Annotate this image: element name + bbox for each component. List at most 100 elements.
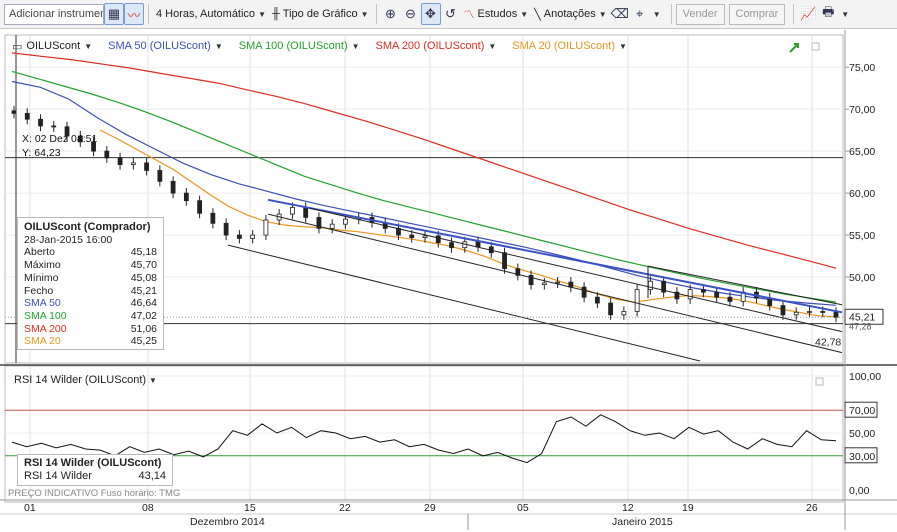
legend-instrument-icon: ▭ xyxy=(12,40,23,53)
chart-type-dropdown[interactable]: ╫ Tipo de Gráfico ▼ xyxy=(269,3,372,25)
sma100-line xyxy=(11,70,837,303)
chevron-down-icon[interactable]: ▼ xyxy=(652,9,661,19)
candle-body xyxy=(117,157,123,165)
interval-dropdown[interactable]: 4 Horas, Automático ▼ xyxy=(153,3,269,25)
toolbar-separator xyxy=(670,4,672,24)
trendline-blue xyxy=(267,198,843,314)
sell-button[interactable]: Vender xyxy=(675,3,725,25)
row-label: Mínimo xyxy=(24,271,59,284)
chevron-down-icon[interactable]: ▼ xyxy=(488,41,497,51)
buy-button[interactable]: Comprar xyxy=(728,3,786,25)
data-row-sma20: SMA 20 45,25 xyxy=(24,335,157,348)
chart-type-label: Tipo de Gráfico xyxy=(282,8,358,20)
grid-icon[interactable]: ▦ xyxy=(104,3,124,25)
candle-body xyxy=(807,311,812,313)
channel-line xyxy=(267,213,843,354)
candle-body xyxy=(475,241,481,248)
rsi-line xyxy=(11,414,837,464)
annotations-label: Anotações xyxy=(543,8,596,20)
candle-body xyxy=(210,212,216,224)
row-label: Fecho xyxy=(24,284,54,297)
pan-icon[interactable]: ✥ xyxy=(420,3,441,25)
chevron-down-icon[interactable]: ▼ xyxy=(84,41,93,51)
candle-body xyxy=(621,311,627,316)
candle-body xyxy=(581,286,587,298)
data-row-low: Mínimo 45,08 xyxy=(24,272,157,285)
zoom-out-icon[interactable]: ⊖ xyxy=(405,6,416,21)
chevron-down-icon: ▼ xyxy=(520,9,529,19)
data-row-high: Máximo 45,70 xyxy=(24,259,157,272)
toolbar-separator xyxy=(793,4,795,24)
candle-body xyxy=(290,206,295,215)
month-label-january: Janeiro 2015 xyxy=(612,516,673,528)
candle-body xyxy=(687,289,693,300)
candle-body xyxy=(303,206,309,218)
chart-settings-icon[interactable]: 📈 xyxy=(800,6,817,21)
legend-sma50[interactable]: SMA 50 (OILUScont) xyxy=(108,40,211,52)
annotations-dropdown[interactable]: ╲ Anotações ▼ xyxy=(531,3,610,25)
candle-body xyxy=(833,311,839,318)
instrument-search-input[interactable]: Adicionar instrumento xyxy=(4,3,104,25)
price-axis-label: 70,00 xyxy=(849,104,875,116)
indicative-price-note: PREÇO INDICATIVO Fuso horário: TMG xyxy=(8,488,181,499)
time-axis-day-label: 26 xyxy=(806,502,818,514)
row-label: SMA 100 xyxy=(24,309,67,322)
studies-dropdown[interactable]: 〽 Estudos ▼ xyxy=(461,3,532,25)
studies-label: Estudos xyxy=(477,8,518,20)
candle-body xyxy=(674,291,680,300)
rsi-box-title: RSI 14 Wilder (OILUScont) xyxy=(24,457,162,469)
candle-body xyxy=(316,217,322,229)
chart-area[interactable]: 01 08 15 22 29 05 12 19 26 Dezembro 2014 Janeiro 2… xyxy=(0,30,897,532)
eraser-icon[interactable]: ⌫ xyxy=(610,6,629,21)
row-value: 45,08 xyxy=(130,271,157,284)
candle-body xyxy=(422,235,428,238)
candle-body xyxy=(236,234,242,239)
chevron-down-icon[interactable]: ▼ xyxy=(619,41,627,51)
toolbar-separator xyxy=(148,4,149,24)
month-label-december: Dezembro 2014 xyxy=(190,516,265,528)
rsi-level-70-box xyxy=(844,401,878,418)
price-axis-label: 65,00 xyxy=(849,146,875,158)
candle-body xyxy=(91,141,96,152)
rsi-level-70-label: 70,00 xyxy=(849,405,875,417)
rsi-legend[interactable]: RSI 14 Wilder (OILUScont) ▼ xyxy=(14,374,157,386)
main-toolbar: Adicionar instrumento ▦ 〰 4 Horas, Autom… xyxy=(0,0,897,29)
chevron-down-icon[interactable]: ▼ xyxy=(841,9,850,19)
candle-body xyxy=(502,252,507,270)
legend-sma20[interactable]: SMA 20 (OILUScont) xyxy=(512,40,615,52)
zoom-in-icon[interactable]: ⊕ xyxy=(385,6,396,21)
candle-body xyxy=(104,150,110,159)
partial-price-label: 47,28 xyxy=(849,321,872,331)
candle-body xyxy=(449,242,454,249)
crosshair-icon[interactable]: ⌖ xyxy=(636,6,644,21)
legend-sma200[interactable]: SMA 200 (OILUScont) xyxy=(375,40,485,52)
data-row-sma200: SMA 200 51,06 xyxy=(24,323,157,336)
chevron-down-icon[interactable]: ▼ xyxy=(351,41,360,51)
reset-icon[interactable]: ↺ xyxy=(445,6,456,21)
interval-label: 4 Horas, Automático xyxy=(156,8,256,20)
candle-body xyxy=(170,180,176,194)
expand-pane-icon xyxy=(789,43,799,53)
time-axis-day-label: 19 xyxy=(682,502,694,514)
legend-sma100[interactable]: SMA 100 (OILUScont) xyxy=(238,40,348,52)
chevron-down-icon[interactable]: ▼ xyxy=(149,375,157,385)
legend-instrument[interactable]: OILUScont xyxy=(26,40,81,52)
channel-line xyxy=(227,244,701,362)
print-icon[interactable]: 🖶 xyxy=(822,4,835,19)
time-axis-day-label: 12 xyxy=(622,502,634,514)
rsi-data-box: RSI 14 Wilder (OILUScont) RSI 14 Wilder … xyxy=(17,454,173,486)
last-price-box xyxy=(844,308,884,325)
chevron-down-icon[interactable]: ▼ xyxy=(214,41,223,51)
rsi-level-30-box xyxy=(844,447,878,464)
candle-body xyxy=(714,291,720,298)
line-chart-icon[interactable]: 〰 xyxy=(124,3,144,25)
candle-body xyxy=(541,282,547,286)
row-value: 45,21 xyxy=(130,284,157,297)
row-label: SMA 50 xyxy=(24,297,61,310)
time-axis-day-label: 01 xyxy=(24,502,36,514)
ohlc-data-box: OILUScont (Comprador) 28-Jan-2015 16:00 … xyxy=(17,217,164,350)
candle-body xyxy=(130,162,136,165)
time-axis-day-label: 22 xyxy=(339,502,351,514)
candle-body xyxy=(647,280,653,291)
rsi-box-row: RSI 14 Wilder 43,14 xyxy=(24,470,166,483)
